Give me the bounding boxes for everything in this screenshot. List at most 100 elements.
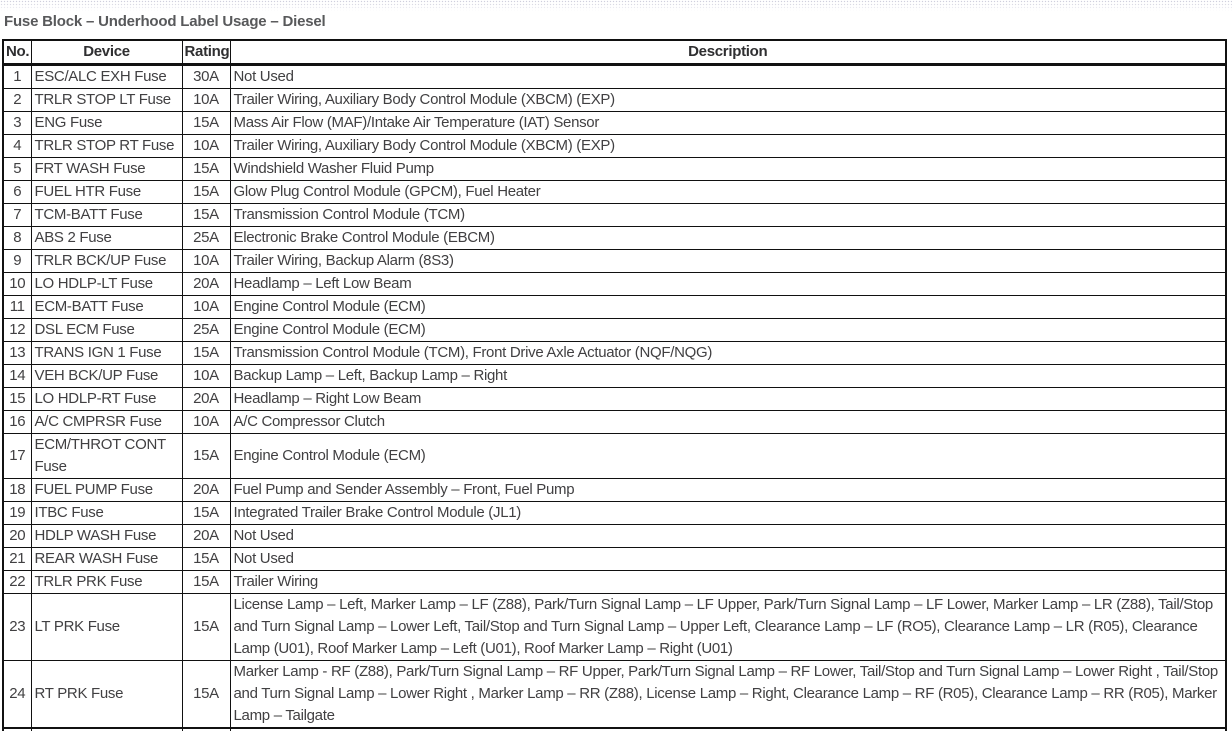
table-row: 8 ABS 2 Fuse 25A Electronic Brake Contro… <box>2 226 1227 250</box>
rating-cell: 15A <box>181 547 231 571</box>
column-header-device: Device <box>30 39 183 66</box>
rating-cell: 25A <box>181 226 231 250</box>
description-cell: Fuel Pump and Sender Assembly – Front, F… <box>229 478 1227 502</box>
table-row-partial <box>2 727 1227 731</box>
table-row: 7 TCM-BATT Fuse 15A Transmission Control… <box>2 203 1227 227</box>
rating-cell: 20A <box>181 387 231 411</box>
fuse-no-cell: 12 <box>2 318 32 342</box>
device-cell: FUEL HTR Fuse <box>30 180 183 204</box>
column-header-rating: Rating <box>181 39 231 66</box>
device-cell: ABS 2 Fuse <box>30 226 183 250</box>
fuse-no-cell: 1 <box>2 64 32 89</box>
table-row: 15 LO HDLP-RT Fuse 20A Headlamp – Right … <box>2 387 1227 411</box>
description-cell: Marker Lamp - RF (Z88), Park/Turn Signal… <box>229 660 1227 729</box>
fuse-no-cell: 18 <box>2 478 32 502</box>
fuse-no-cell: 3 <box>2 111 32 135</box>
table-row: 5 FRT WASH Fuse 15A Windshield Washer Fl… <box>2 157 1227 181</box>
description-cell: Not Used <box>229 524 1227 548</box>
fuse-table-body: 1 ESC/ALC EXH Fuse 30A Not Used 2 TRLR S… <box>2 64 1227 729</box>
fuse-no-cell: 5 <box>2 157 32 181</box>
device-cell: TRLR STOP LT Fuse <box>30 88 183 112</box>
fuse-no-cell: 10 <box>2 272 32 296</box>
rating-cell: 15A <box>181 660 231 729</box>
device-cell: LO HDLP-RT Fuse <box>30 387 183 411</box>
rating-cell: 15A <box>181 180 231 204</box>
fuse-no-cell: 23 <box>2 593 32 661</box>
description-cell: Not Used <box>229 64 1227 89</box>
device-cell: FRT WASH Fuse <box>30 157 183 181</box>
description-cell: Transmission Control Module (TCM) <box>229 203 1227 227</box>
description-cell: Trailer Wiring, Auxiliary Body Control M… <box>229 134 1227 158</box>
table-row: 20 HDLP WASH Fuse 20A Not Used <box>2 524 1227 548</box>
table-row: 19 ITBC Fuse 15A Integrated Trailer Brak… <box>2 501 1227 525</box>
rating-cell: 20A <box>181 272 231 296</box>
device-cell: ENG Fuse <box>30 111 183 135</box>
device-cell: LO HDLP-LT Fuse <box>30 272 183 296</box>
fuse-no-cell: 16 <box>2 410 32 434</box>
fuse-no-cell: 21 <box>2 547 32 571</box>
fuse-no-cell: 14 <box>2 364 32 388</box>
device-cell: DSL ECM Fuse <box>30 318 183 342</box>
rating-cell: 10A <box>181 410 231 434</box>
table-row: 9 TRLR BCK/UP Fuse 10A Trailer Wiring, B… <box>2 249 1227 273</box>
device-cell: RT PRK Fuse <box>30 660 183 729</box>
rating-cell: 15A <box>181 433 231 479</box>
description-cell: Transmission Control Module (TCM), Front… <box>229 341 1227 365</box>
table-row: 22 TRLR PRK Fuse 15A Trailer Wiring <box>2 570 1227 594</box>
description-cell: Engine Control Module (ECM) <box>229 295 1227 319</box>
description-cell: Backup Lamp – Left, Backup Lamp – Right <box>229 364 1227 388</box>
table-row: 18 FUEL PUMP Fuse 20A Fuel Pump and Send… <box>2 478 1227 502</box>
description-cell: A/C Compressor Clutch <box>229 410 1227 434</box>
description-cell: Trailer Wiring, Backup Alarm (8S3) <box>229 249 1227 273</box>
rating-cell: 10A <box>181 88 231 112</box>
description-cell: Windshield Washer Fluid Pump <box>229 157 1227 181</box>
rating-cell: 15A <box>181 570 231 594</box>
fuse-no-cell: 7 <box>2 203 32 227</box>
table-row: 2 TRLR STOP LT Fuse 10A Trailer Wiring, … <box>2 88 1227 112</box>
device-cell: TRLR BCK/UP Fuse <box>30 249 183 273</box>
device-cell: LT PRK Fuse <box>30 593 183 661</box>
description-cell: Engine Control Module (ECM) <box>229 433 1227 479</box>
table-row: 23 LT PRK Fuse 15A License Lamp – Left, … <box>2 593 1227 661</box>
fuse-table: No. Device Rating Description 1 ESC/ALC … <box>2 39 1227 731</box>
table-row: 1 ESC/ALC EXH Fuse 30A Not Used <box>2 64 1227 89</box>
rating-cell: 15A <box>181 501 231 525</box>
table-row: 21 REAR WASH Fuse 15A Not Used <box>2 547 1227 571</box>
rating-cell: 15A <box>181 341 231 365</box>
device-cell: VEH BCK/UP Fuse <box>30 364 183 388</box>
fuse-no-cell: 20 <box>2 524 32 548</box>
table-row: 17 ECM/THROT CONT Fuse 15A Engine Contro… <box>2 433 1227 479</box>
rating-cell: 10A <box>181 249 231 273</box>
fuse-no-cell: 6 <box>2 180 32 204</box>
description-cell: License Lamp – Left, Marker Lamp – LF (Z… <box>229 593 1227 661</box>
table-row: 13 TRANS IGN 1 Fuse 15A Transmission Con… <box>2 341 1227 365</box>
fuse-no-cell: 9 <box>2 249 32 273</box>
device-cell: TRLR PRK Fuse <box>30 570 183 594</box>
device-cell: TCM-BATT Fuse <box>30 203 183 227</box>
table-row: 3 ENG Fuse 15A Mass Air Flow (MAF)/Intak… <box>2 111 1227 135</box>
table-row: 4 TRLR STOP RT Fuse 10A Trailer Wiring, … <box>2 134 1227 158</box>
rating-cell: 15A <box>181 157 231 181</box>
rating-cell: 10A <box>181 134 231 158</box>
description-cell: Headlamp – Left Low Beam <box>229 272 1227 296</box>
device-cell: FUEL PUMP Fuse <box>30 478 183 502</box>
device-cell: REAR WASH Fuse <box>30 547 183 571</box>
rating-cell: 15A <box>181 111 231 135</box>
page-top-dither-band <box>0 0 1232 11</box>
fuse-table-header: No. Device Rating Description <box>2 39 1227 66</box>
rating-cell: 25A <box>181 318 231 342</box>
column-header-description: Description <box>229 39 1227 66</box>
fuse-no-cell: 17 <box>2 433 32 479</box>
description-cell: Engine Control Module (ECM) <box>229 318 1227 342</box>
rating-cell: 20A <box>181 478 231 502</box>
description-cell: Glow Plug Control Module (GPCM), Fuel He… <box>229 180 1227 204</box>
column-header-no: No. <box>2 39 32 66</box>
description-cell <box>229 727 1227 731</box>
device-cell: ECM/THROT CONT Fuse <box>30 433 183 479</box>
device-cell: TRLR STOP RT Fuse <box>30 134 183 158</box>
table-row: 24 RT PRK Fuse 15A Marker Lamp - RF (Z88… <box>2 660 1227 729</box>
fuse-no-cell: 4 <box>2 134 32 158</box>
header-row: No. Device Rating Description <box>2 39 1227 66</box>
device-cell: ESC/ALC EXH Fuse <box>30 64 183 89</box>
fuse-no-cell: 19 <box>2 501 32 525</box>
